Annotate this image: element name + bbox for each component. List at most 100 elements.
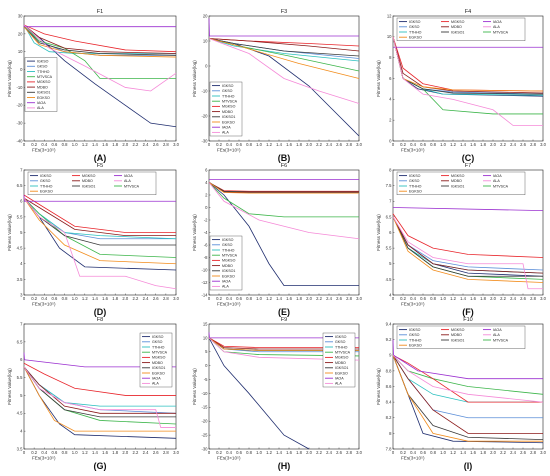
y-tick-label: 5.5 xyxy=(17,214,23,219)
legend-label: IGKSO xyxy=(37,59,49,63)
y-tick-label: 9.2 xyxy=(386,337,392,342)
y-tick-label: -40 xyxy=(16,138,23,143)
series-line-egkso xyxy=(208,38,360,79)
series-line-ala xyxy=(208,182,360,240)
legend-label: GKSO xyxy=(222,243,233,247)
legend-label: IGKSO1 xyxy=(451,338,464,342)
legend-label: MGKSO xyxy=(335,356,349,360)
series-line-mtvsca xyxy=(23,24,176,79)
x-tick-label: 1.8 xyxy=(112,296,118,301)
series-line-mdbo xyxy=(208,337,359,350)
x-tick-label: 0 xyxy=(23,296,26,301)
legend-box xyxy=(396,171,526,195)
y-tick-label: 7 xyxy=(389,199,392,204)
legend-label: IGKSO1 xyxy=(222,269,235,273)
legend-label: MTVSCA xyxy=(493,338,509,342)
series-line-ala xyxy=(208,337,360,361)
y-tick-label: 6.5 xyxy=(386,214,392,219)
x-tick-label: 2.8 xyxy=(530,142,536,147)
x-tick-label: 2.4 xyxy=(510,142,516,147)
x-tick-label: 0.2 xyxy=(31,296,37,301)
panel-letter: (I) xyxy=(464,461,473,471)
legend-label: IGKSO1 xyxy=(152,366,165,370)
x-tick-label: 1.6 xyxy=(470,142,476,147)
legend-label: GKSO xyxy=(409,25,420,29)
y-tick-label: 10 xyxy=(18,49,23,54)
y-tick-label: 5.5 xyxy=(386,246,392,251)
x-tick-label: 0.8 xyxy=(62,296,68,301)
legend-label: EGKSO xyxy=(152,371,165,375)
x-tick-label: 2.6 xyxy=(336,142,342,147)
x-tick-label: 1.0 xyxy=(440,142,446,147)
x-tick-label: 0.8 xyxy=(246,450,252,455)
chart-title: F1 xyxy=(97,9,103,15)
x-tick-label: 2.4 xyxy=(326,296,332,301)
series-line-mdbo xyxy=(23,366,176,414)
x-tick-label: 2.2 xyxy=(316,296,322,301)
y-tick-label: 4 xyxy=(389,292,392,297)
x-tick-label: 2.4 xyxy=(143,296,149,301)
series-line-egkso xyxy=(392,355,543,442)
x-tick-label: 1.8 xyxy=(112,450,118,455)
y-tick-label: -15 xyxy=(201,405,208,410)
legend-label: GKSO xyxy=(37,65,48,69)
x-tick-label: 3.0 xyxy=(356,296,362,301)
x-tick-label: 3.0 xyxy=(356,450,362,455)
chart-title: F3 xyxy=(281,9,287,15)
panel-letter: (C) xyxy=(462,153,475,163)
series-line-ala xyxy=(23,197,177,290)
panel-letter: (H) xyxy=(278,461,291,471)
y-tick-label: 3.5 xyxy=(17,446,23,451)
y-tick-label: -14 xyxy=(201,292,208,297)
legend-label: MTVSCA xyxy=(222,254,238,258)
legend-label: IAOA xyxy=(124,174,133,178)
series-line-mdbo xyxy=(23,197,176,237)
y-tick-label: -30 xyxy=(201,138,208,143)
x-tick-label: 1.2 xyxy=(266,142,272,147)
y-tick-label: 8 xyxy=(389,431,392,436)
y-axis-label: Fitness Value(log) xyxy=(192,60,197,97)
legend-label: MDBO xyxy=(451,25,462,29)
legend-label: MDBO xyxy=(451,179,462,183)
x-tick-label: 0 xyxy=(392,142,395,147)
legend-label: EGKSO xyxy=(335,371,348,375)
legend-label: IGKSO1 xyxy=(451,30,464,34)
chart-title: F5 xyxy=(97,163,103,169)
x-tick-label: 1.4 xyxy=(92,450,98,455)
x-tick-label: 0.2 xyxy=(400,296,406,301)
x-tick-label: 1.0 xyxy=(72,296,78,301)
legend-label: ALA xyxy=(124,179,131,183)
y-tick-label: 20 xyxy=(203,13,208,18)
x-tick-label: 2.8 xyxy=(346,142,352,147)
x-tick-label: 2.2 xyxy=(133,296,139,301)
x-tick-label: 0.6 xyxy=(236,142,242,147)
legend-label: IGKSO1 xyxy=(451,184,464,188)
legend-label: MGKSO xyxy=(451,328,465,332)
x-axis-label: FEs(3×10⁵) xyxy=(401,148,425,153)
series-line-iaoa xyxy=(392,339,543,380)
x-tick-label: 0.2 xyxy=(31,450,37,455)
legend-label: MGKSO xyxy=(222,259,236,263)
x-tick-label: 2.8 xyxy=(346,296,352,301)
legend-label: IAOA xyxy=(37,101,46,105)
legend-label: IGKSO xyxy=(222,238,234,242)
x-tick-label: 0.6 xyxy=(236,296,242,301)
x-tick-label: 1.6 xyxy=(102,142,108,147)
x-tick-label: 3.0 xyxy=(173,450,179,455)
x-tick-label: 0.2 xyxy=(216,142,222,147)
x-tick-label: 2.8 xyxy=(530,296,536,301)
panel-letter: (F) xyxy=(462,307,474,317)
legend-label: IGKSO1 xyxy=(222,115,235,119)
x-tick-label: 2.2 xyxy=(316,142,322,147)
series-line-mgkso xyxy=(23,24,177,53)
legend-label: IAOA xyxy=(152,377,161,381)
legend-label: TTHHO xyxy=(152,345,165,349)
x-tick-label: 2.8 xyxy=(163,296,169,301)
legend-box xyxy=(396,17,526,41)
series-line-mdbo xyxy=(392,355,543,434)
x-tick-label: 2.2 xyxy=(133,142,139,147)
y-tick-label: 6 xyxy=(20,199,23,204)
series-line-igkso1 xyxy=(392,216,543,277)
series-line-mdbo xyxy=(23,24,177,54)
y-axis-label: Fitness Value(log) xyxy=(376,60,381,97)
